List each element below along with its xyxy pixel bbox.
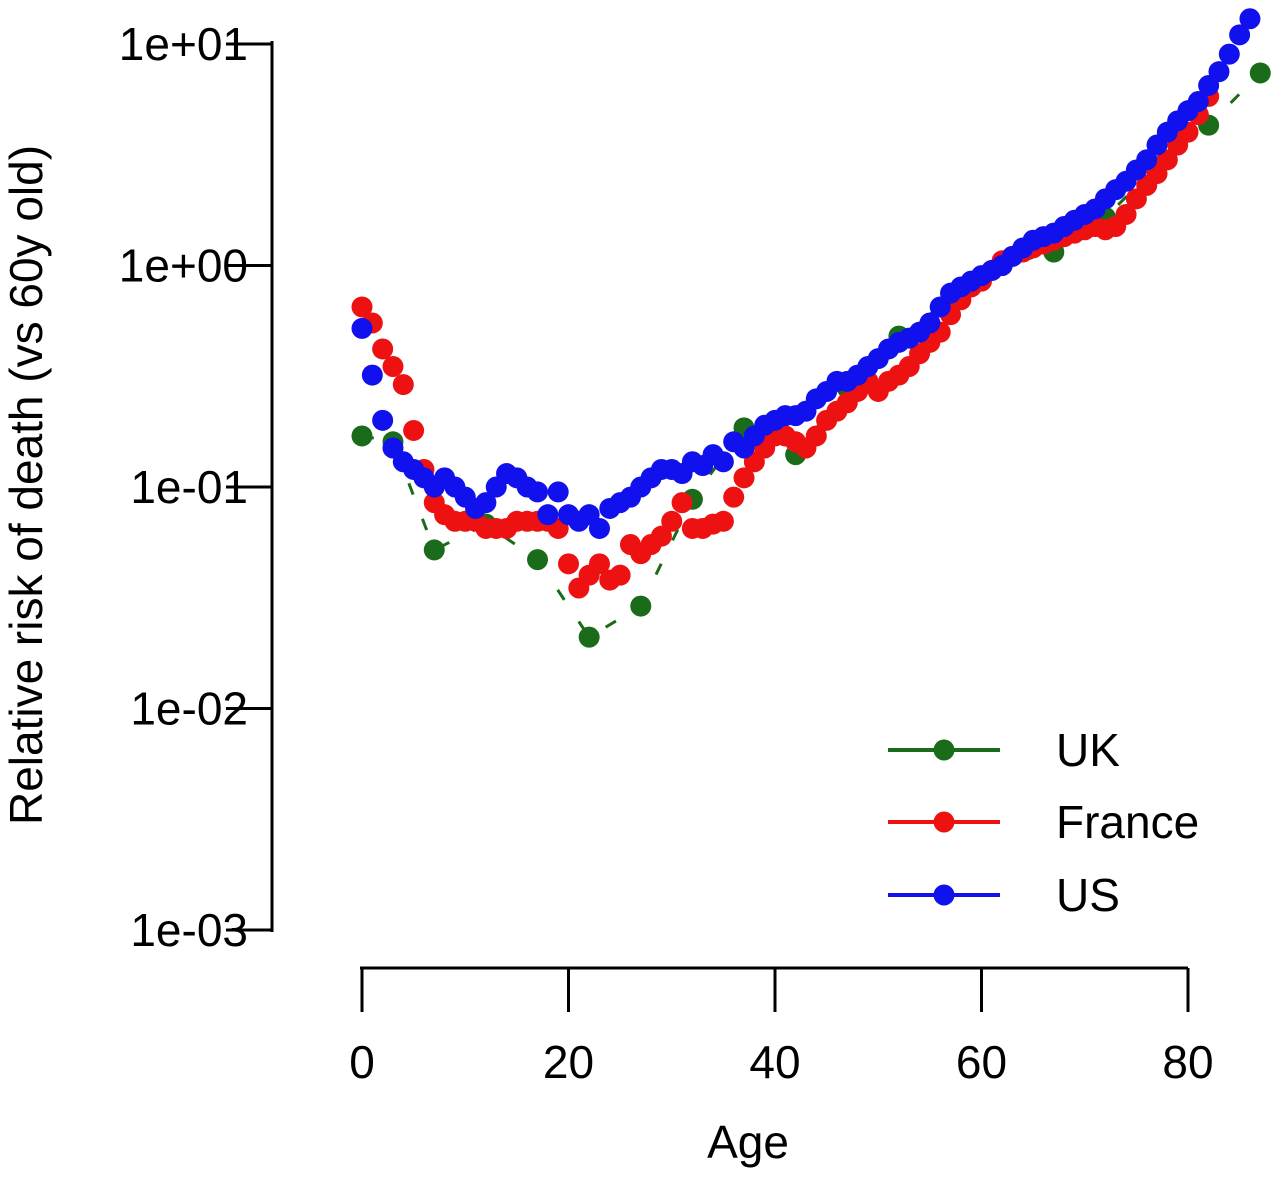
y-tick-label: 1e+01 <box>119 18 248 70</box>
data-point <box>392 374 414 396</box>
data-point <box>661 510 683 532</box>
data-point <box>527 481 549 503</box>
data-point <box>630 595 652 617</box>
data-point <box>671 492 693 514</box>
data-point <box>650 525 672 547</box>
data-point <box>578 626 600 648</box>
data-point <box>351 425 373 447</box>
data-point <box>382 355 404 377</box>
data-point <box>475 492 497 514</box>
data-point <box>547 481 569 503</box>
data-point <box>1187 91 1209 113</box>
legend-label: France <box>1056 796 1199 848</box>
data-point <box>361 364 383 386</box>
y-tick-label: 1e-01 <box>130 461 248 513</box>
data-point <box>1249 62 1271 84</box>
y-axis-ticks: 1e+01 1e+00 1e-01 1e-02 1e-03 <box>119 18 272 956</box>
data-point <box>351 317 373 339</box>
series-us <box>351 8 1261 539</box>
data-point <box>372 338 394 360</box>
legend-marker <box>933 739 955 761</box>
data-point <box>609 564 631 586</box>
x-tick-label: 0 <box>349 1036 375 1088</box>
x-axis-ticks: 0 20 40 60 80 <box>349 968 1214 1088</box>
x-tick-label: 20 <box>543 1036 594 1088</box>
data-point <box>1156 149 1178 171</box>
data-point <box>537 504 559 526</box>
data-point <box>558 553 579 575</box>
y-tick-label: 1e-03 <box>130 904 248 956</box>
y-axis-title: Relative risk of death (vs 60y old) <box>0 145 52 825</box>
data-point <box>1239 8 1261 30</box>
legend: UK France US <box>888 724 1199 921</box>
data-point <box>919 312 941 334</box>
x-tick-label: 40 <box>749 1036 800 1088</box>
data-point <box>588 517 610 539</box>
x-axis-title: Age <box>707 1116 789 1168</box>
data-point <box>1218 43 1240 65</box>
legend-label: UK <box>1056 724 1120 776</box>
data-point <box>723 486 745 508</box>
data-point <box>805 425 827 447</box>
legend-marker <box>933 884 955 906</box>
data-point <box>1229 24 1251 46</box>
series-uk <box>351 62 1271 648</box>
x-tick-label: 60 <box>956 1036 1007 1088</box>
legend-marker <box>933 811 955 833</box>
legend-label: US <box>1056 869 1120 921</box>
y-tick-label: 1e-02 <box>130 683 248 735</box>
data-point <box>1136 149 1158 171</box>
data-point <box>1208 61 1230 83</box>
series-france <box>351 85 1220 599</box>
data-point <box>527 549 549 571</box>
y-tick-label: 1e+00 <box>119 240 248 292</box>
data-point <box>403 419 425 441</box>
data-point <box>1115 203 1137 225</box>
data-point <box>351 296 373 318</box>
x-tick-label: 80 <box>1162 1036 1213 1088</box>
data-point <box>372 409 394 431</box>
data-point <box>588 553 610 575</box>
data-point <box>733 467 755 489</box>
data-point <box>712 510 734 532</box>
series-line <box>361 71 1262 640</box>
plot-area <box>351 8 1271 648</box>
data-point <box>712 451 734 473</box>
data-point <box>423 539 445 561</box>
